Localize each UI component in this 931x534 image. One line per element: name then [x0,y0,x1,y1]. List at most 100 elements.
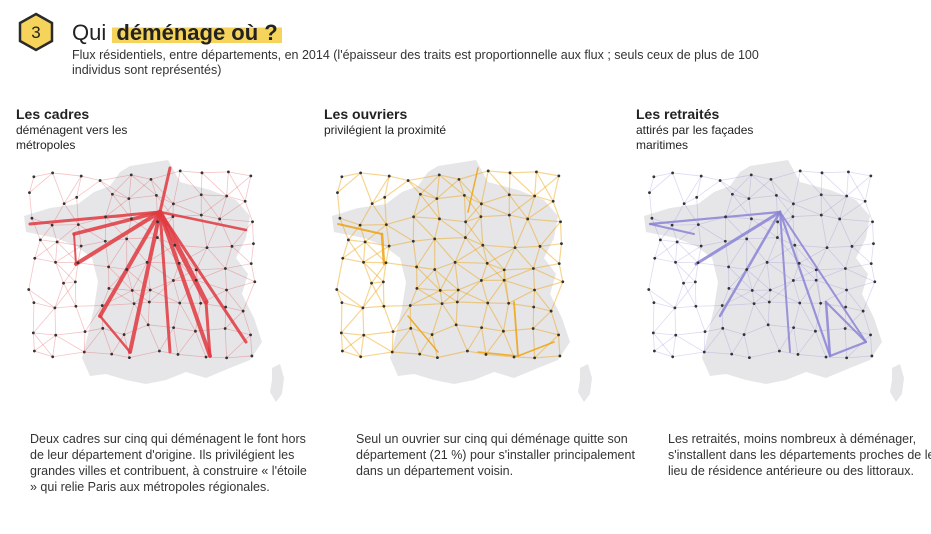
flow-link [846,355,872,359]
number-badge: 3 [18,12,54,52]
france-land [644,160,882,384]
flow-link [173,327,179,355]
flow-link [172,280,181,304]
department-node [748,356,751,360]
flow-link [768,324,794,329]
department-node [252,242,255,246]
department-node [104,215,107,219]
flow-link [52,172,82,177]
flow-link [150,179,157,196]
department-node [156,220,160,224]
department-node [132,302,136,306]
department-node [130,289,134,292]
department-node [776,236,779,239]
flow-link [111,334,125,355]
flow-link [362,241,366,263]
flow-link [749,350,780,358]
flow-link [226,171,229,196]
flow-link [719,180,750,199]
flow-link [851,246,872,264]
department-node [33,256,37,260]
flow-link [28,258,36,290]
department-node [75,195,79,199]
flow-link [441,289,459,305]
flow-link [533,263,560,270]
flow-link [363,245,390,263]
department-node [384,223,388,227]
department-node [440,302,444,306]
department-node [418,192,422,196]
flow-link [465,221,484,246]
department-node [814,278,818,282]
department-node [454,323,458,327]
flow-link [728,238,748,268]
flow-link [534,281,563,291]
title-highlight: déménage où ? [112,20,282,45]
flow-link [336,192,341,219]
flow-link [683,282,697,307]
flow-link [792,170,801,204]
department-node [727,265,731,269]
department-node [673,306,677,310]
major-flow [158,166,172,214]
flow-link [748,194,777,200]
department-node [128,356,131,360]
flow-link [226,334,251,359]
department-node [225,288,228,292]
department-node [110,352,114,356]
flow-link [753,303,769,326]
department-node [648,191,651,195]
flow-link [815,268,846,281]
panel-description: attirés par les façades maritimes [636,123,754,152]
flow-link [359,224,366,243]
department-node [561,280,565,284]
badge-number: 3 [31,23,40,42]
department-node [730,352,734,356]
flow-link [793,269,817,281]
flow-link [766,261,794,281]
flow-link [839,218,853,247]
department-node [82,350,86,354]
major-flow [337,223,383,235]
flow-link [128,179,152,199]
department-node [507,301,511,305]
department-node [791,202,795,206]
department-node [870,354,874,358]
flow-link [672,172,702,177]
flow-link [870,334,873,356]
department-node [557,333,560,337]
department-node [409,326,413,330]
flow-link [131,290,135,304]
flow-map-retraites [644,160,904,402]
flow-link [486,247,516,264]
department-node [390,350,394,354]
flow-link [200,172,203,195]
flow-link [409,289,441,307]
flow-link [683,175,702,204]
major-flow [204,300,212,358]
department-node [177,261,181,265]
department-node [538,244,542,248]
flow-link [363,261,384,283]
department-node [147,300,151,304]
flow-link [150,170,181,180]
flow-link [224,310,244,329]
department-node [671,355,675,359]
flow-link [391,327,412,353]
department-node [869,333,872,337]
flow-link [465,216,482,223]
flow-link [872,221,874,244]
department-node [223,327,227,330]
flow-link [776,195,794,205]
department-node [796,353,800,356]
flow-link [363,331,394,336]
flow-link [252,221,254,244]
major-flow [778,210,832,358]
flow-link [360,335,365,357]
flow-link [434,269,441,291]
flow-link [746,237,778,240]
department-node [199,301,203,305]
department-node [32,175,36,179]
department-node [32,301,36,305]
department-node [658,238,662,242]
